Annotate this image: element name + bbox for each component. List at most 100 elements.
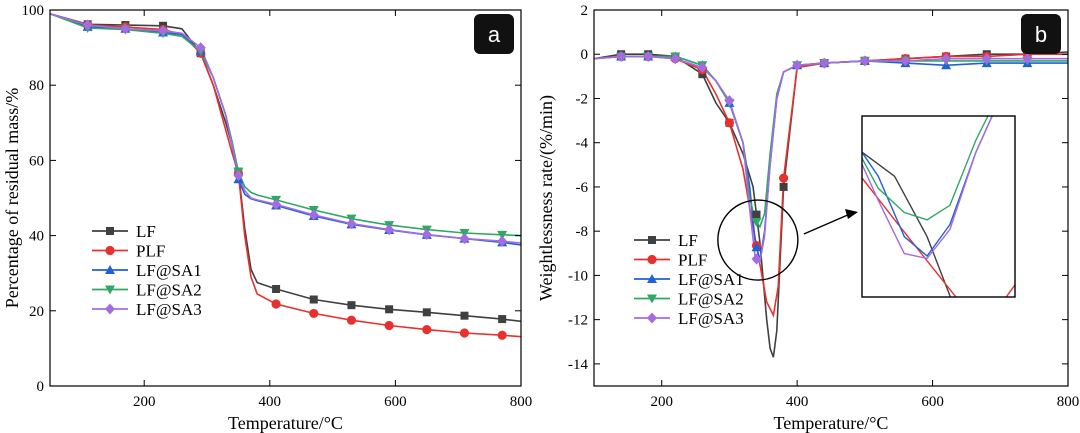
legend-label: LF@SA2 xyxy=(136,281,202,300)
y-tick-label: -14 xyxy=(568,357,588,373)
x-axis-label: Temperature/°C xyxy=(774,413,889,433)
series-marker-LF@SA3 xyxy=(724,95,735,107)
panel-b: 200 400 600 800 2 0 -2 -4 -6 -8 -10 -12 -14 Temperatu… xyxy=(536,3,1079,433)
inset-line-LF@SA3 xyxy=(862,116,993,260)
series-marker-LF@SA3 xyxy=(900,55,911,67)
y-tick-label: -10 xyxy=(568,268,588,284)
x-tick-label: 400 xyxy=(259,394,282,410)
series-marker-LF@SA3 xyxy=(421,228,432,240)
panel-badge xyxy=(1021,14,1061,54)
plot-frame xyxy=(593,9,1069,387)
y-tick-label: 60 xyxy=(29,153,44,169)
series-marker-LF xyxy=(422,308,431,317)
series-marker-LF xyxy=(498,315,507,324)
panel-badge-label: a xyxy=(488,22,501,47)
legend-marker xyxy=(647,274,657,283)
legend-marker xyxy=(105,285,115,295)
series-marker-LF@SA3 xyxy=(497,235,508,247)
panel-a: 200 400 600 800 0 20 40 60 80 100 Temperature/°C Pe… xyxy=(2,3,532,433)
series-marker-LF xyxy=(309,295,318,304)
legend-label: LF xyxy=(678,231,698,250)
x-tick-label: 200 xyxy=(650,394,673,410)
legend-marker xyxy=(105,303,115,315)
legend-label: LF@SA2 xyxy=(678,290,744,309)
series-marker-PLF xyxy=(384,320,394,331)
zoom-inset xyxy=(861,115,1016,298)
series-marker-LF xyxy=(347,301,356,310)
series-line-LF@SA3 xyxy=(594,55,1068,264)
plot-area xyxy=(50,13,521,340)
series-marker-LF@SA3 xyxy=(819,57,830,69)
legend-label: LF xyxy=(136,222,156,241)
inset-plot xyxy=(862,116,1015,297)
highlight-circle xyxy=(717,199,799,281)
y-tick-label: -4 xyxy=(576,136,589,152)
legend-marker xyxy=(647,294,657,304)
plot-area xyxy=(594,49,1068,358)
series-line-PLF xyxy=(50,13,521,338)
series-marker-PLF xyxy=(309,308,319,319)
series-marker-LF@SA1 xyxy=(751,242,762,252)
series-marker-LF@SA3 xyxy=(670,53,681,65)
panel-badge xyxy=(474,14,514,54)
series-marker-PLF xyxy=(346,315,357,325)
y-axis-label: Weightlessness rate/(%/min) xyxy=(536,95,557,301)
legend-label: LF@SA3 xyxy=(678,309,744,328)
series-marker-LF@SA2 xyxy=(751,218,762,228)
legend-marker xyxy=(106,227,114,235)
legend-marker xyxy=(648,236,656,244)
x-axis-label: Temperature/°C xyxy=(228,413,343,433)
series-marker-LF@SA3 xyxy=(643,50,654,62)
legend-label: PLF xyxy=(136,242,165,261)
series-marker-LF@SA3 xyxy=(384,224,395,236)
series-marker-LF@SA3 xyxy=(233,169,244,181)
series-marker-PLF xyxy=(779,173,789,183)
series-line-PLF xyxy=(594,53,1068,318)
legend-marker xyxy=(647,254,657,265)
x-tick-label: 400 xyxy=(786,394,809,410)
series-marker-LF@SA3 xyxy=(616,50,627,62)
series-marker-LF@SA3 xyxy=(308,209,319,221)
series-marker-PLF xyxy=(497,330,507,340)
series-marker-LF xyxy=(272,284,281,293)
series-marker-LF@SA3 xyxy=(792,59,803,71)
legend-marker xyxy=(647,312,657,324)
series-marker-LF@SA3 xyxy=(1022,53,1033,65)
y-tick-label: 0 xyxy=(37,379,45,395)
series-marker-LF@SA3 xyxy=(82,19,93,31)
y-tick-label: -2 xyxy=(576,91,589,107)
series-marker-LF@SA3 xyxy=(271,198,282,210)
series-marker-PLF xyxy=(422,325,432,335)
series-marker-LF@SA3 xyxy=(697,62,708,74)
series-marker-PLF xyxy=(271,299,281,309)
plot-frame xyxy=(49,9,522,387)
series-marker-PLF xyxy=(459,328,470,338)
zoom-arrow-head xyxy=(845,209,858,219)
series-marker-LF xyxy=(779,182,788,191)
x-tick-label: 600 xyxy=(384,394,407,410)
series-line-LF xyxy=(50,13,521,323)
inset-frame xyxy=(861,115,1016,298)
series-marker-LF@SA3 xyxy=(941,53,952,65)
y-tick-label: -8 xyxy=(576,224,589,240)
y-tick-label: 100 xyxy=(22,3,45,19)
y-tick-label: -12 xyxy=(568,313,588,329)
y-tick-label: 2 xyxy=(581,3,589,19)
series-line-LF@SA2 xyxy=(50,13,521,237)
series-marker-LF xyxy=(385,305,394,314)
y-tick-label: 40 xyxy=(29,229,44,245)
x-tick-label: 200 xyxy=(133,394,156,410)
series-marker-LF@SA3 xyxy=(859,55,870,67)
y-tick-label: -6 xyxy=(576,180,589,196)
legend-label: LF@SA3 xyxy=(136,300,202,319)
series-line-LF@SA1 xyxy=(50,13,521,246)
series-marker-LF@SA3 xyxy=(346,218,357,230)
zoom-arrow xyxy=(803,213,851,235)
legend-marker xyxy=(105,245,115,256)
series-marker-LF@SA3 xyxy=(459,233,470,245)
series-marker-LF@SA3 xyxy=(120,23,131,35)
legend-label: PLF xyxy=(678,251,707,270)
y-tick-label: 20 xyxy=(29,304,44,320)
